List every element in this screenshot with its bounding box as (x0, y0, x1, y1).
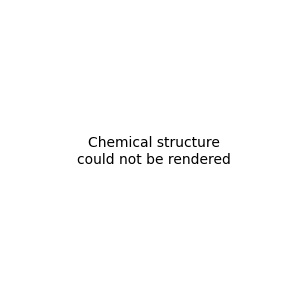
Text: Chemical structure
could not be rendered: Chemical structure could not be rendered (77, 136, 231, 166)
